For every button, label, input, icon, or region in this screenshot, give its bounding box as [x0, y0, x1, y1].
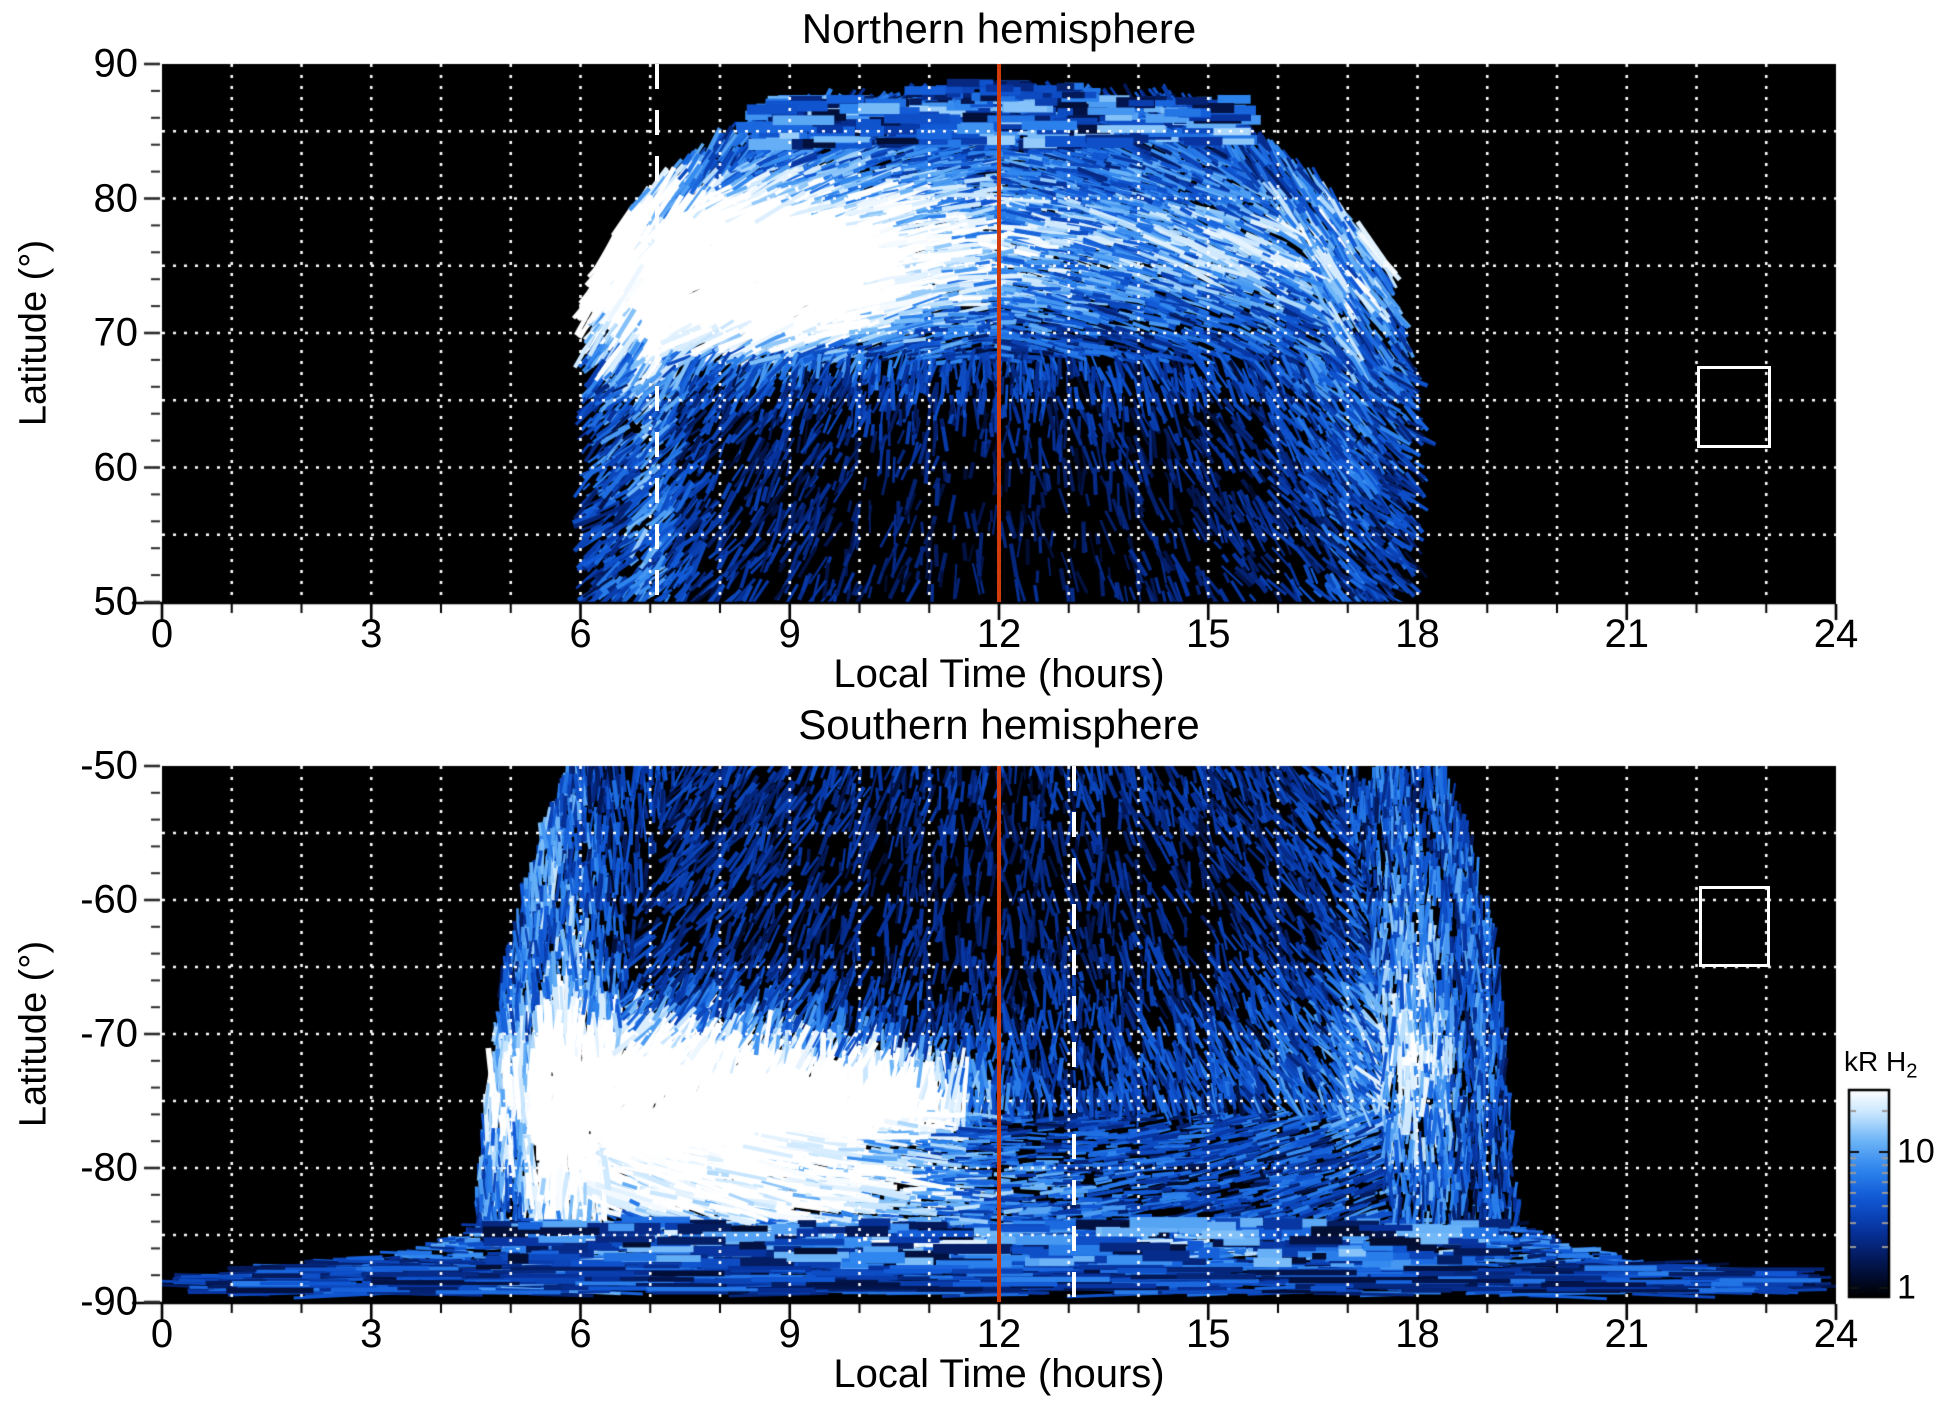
x-tick-label: 9: [778, 612, 801, 656]
colorbar-tick-label: 1: [1897, 1268, 1916, 1307]
x-tick-label: 9: [778, 1312, 801, 1356]
y-tick-label: 70: [93, 310, 139, 355]
colorbar-label-main: kR H: [1844, 1046, 1907, 1077]
colorbar-tick-label: 10: [1897, 1132, 1935, 1171]
x-tick-label: 12: [976, 612, 1022, 656]
y-tick-label: 80: [93, 176, 139, 220]
y-tick-label: 60: [93, 445, 139, 489]
colorbar-label: kR H2: [1844, 1046, 1917, 1084]
x-tick-label: 3: [360, 612, 383, 656]
colorbar-label-sub: 2: [1906, 1060, 1918, 1083]
x-tick-label: 6: [569, 612, 592, 656]
north-white-dashed-line: [655, 64, 660, 602]
north-white-box-annotation: [1696, 365, 1772, 448]
x-tick-label: 3: [360, 1312, 383, 1356]
north-x-axis-label: Local Time (hours): [833, 652, 1165, 696]
north-plot-title: Northern hemisphere: [801, 5, 1197, 52]
x-tick-label: 6: [569, 1312, 592, 1356]
y-tick-label: -90: [80, 1279, 138, 1324]
y-tick-label: 50: [93, 579, 139, 624]
y-tick-label: -80: [80, 1145, 138, 1190]
x-tick-label: 15: [1186, 1312, 1231, 1356]
y-tick-label: -50: [80, 743, 138, 788]
x-tick-label: 24: [1813, 1312, 1859, 1356]
south-white-dashed-line: [1072, 766, 1077, 1302]
x-tick-label: 0: [150, 1312, 174, 1356]
y-tick-label: -60: [80, 877, 138, 922]
x-tick-label: 15: [1186, 612, 1231, 656]
x-tick-label: 0: [150, 612, 174, 656]
x-tick-label: 18: [1395, 1312, 1440, 1356]
y-tick-label: 90: [93, 41, 139, 86]
y-tick-label: -70: [80, 1011, 138, 1056]
south-white-box-annotation: [1698, 885, 1770, 967]
x-tick-label: 18: [1395, 612, 1440, 656]
south-plot-title: Southern hemisphere: [798, 701, 1200, 748]
x-tick-label: 24: [1813, 612, 1859, 656]
x-tick-label: 21: [1604, 612, 1650, 656]
x-tick-label: 12: [976, 1312, 1022, 1356]
south-red-noon-line: [997, 766, 1001, 1302]
x-tick-label: 21: [1604, 1312, 1650, 1356]
north-red-noon-line: [997, 64, 1001, 602]
south-x-axis-label: Local Time (hours): [833, 1352, 1165, 1396]
